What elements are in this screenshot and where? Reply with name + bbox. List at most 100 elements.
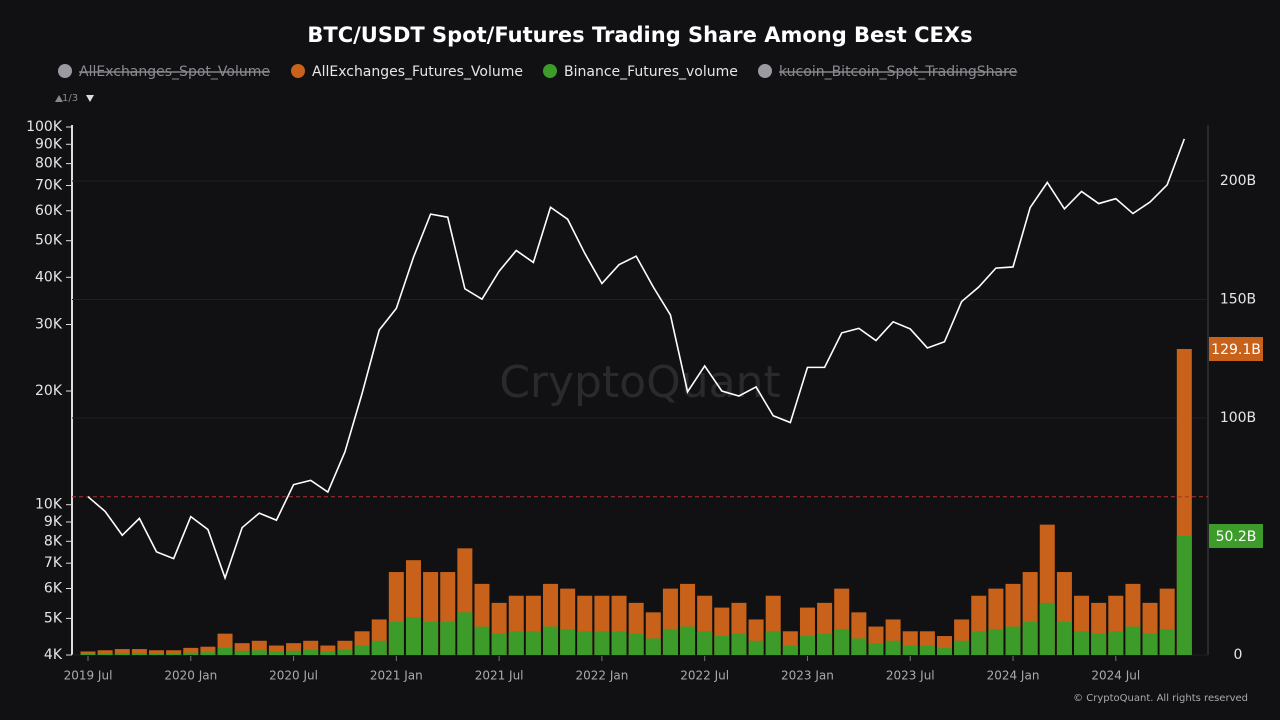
y-tick-label: 50K: [35, 233, 63, 249]
bar: [662, 628, 678, 655]
bar: [114, 649, 130, 655]
x-tick-label: 2021 Jan: [370, 669, 423, 683]
bar: [114, 653, 130, 655]
bar: [834, 628, 850, 655]
bar: [645, 638, 661, 655]
bar: [525, 631, 541, 655]
bar: [388, 621, 404, 655]
legend-label: kucoin_Bitcoin_Spot_TradingShare: [779, 64, 1017, 80]
y-tick-label: 8K: [44, 533, 63, 549]
bar: [149, 650, 165, 655]
bar: [817, 633, 833, 655]
legend-swatch: [291, 64, 305, 78]
bar: [1176, 536, 1192, 655]
bar: [457, 612, 473, 655]
legend-entry[interactable]: AllExchanges_Futures_Volume: [291, 64, 523, 80]
bar: [80, 653, 96, 655]
bar: [1091, 633, 1107, 655]
legend-label: AllExchanges_Spot_Volume: [79, 64, 270, 80]
x-tick-label: 2024 Jul: [1091, 669, 1140, 683]
bar: [131, 649, 147, 655]
chart-title: BTC/USDT Spot/Futures Trading Share Amon…: [307, 23, 972, 47]
value-label: 50.2B: [1216, 529, 1257, 545]
legend-swatch: [543, 64, 557, 78]
legend-entry[interactable]: AllExchanges_Spot_Volume: [58, 64, 270, 80]
x-tick-label: 2021 Jul: [475, 669, 524, 683]
bar: [200, 652, 216, 655]
legend-label: AllExchanges_Futures_Volume: [312, 64, 523, 80]
bar: [1022, 621, 1038, 655]
value-label: 129.1B: [1211, 342, 1261, 358]
bar: [1039, 602, 1055, 655]
bar: [303, 649, 319, 655]
footer: © CryptoQuant. All rights reserved: [1073, 693, 1248, 704]
bar: [1159, 628, 1175, 655]
bar: [371, 640, 387, 655]
bar: [954, 640, 970, 655]
bar: [1056, 621, 1072, 655]
bar: [474, 626, 490, 655]
legend-entry[interactable]: Binance_Futures_volume: [543, 64, 738, 80]
bar: [1142, 633, 1158, 655]
legend-entry[interactable]: kucoin_Bitcoin_Spot_TradingShare: [758, 64, 1017, 80]
y2-tick-label: 0: [1234, 647, 1243, 663]
y-tick-label: 40K: [35, 269, 63, 285]
bar: [166, 653, 182, 655]
bar: [851, 638, 867, 655]
bar: [491, 633, 507, 655]
bar: [1005, 626, 1021, 655]
bar: [423, 621, 439, 655]
bar: [508, 631, 524, 655]
bar: [268, 645, 284, 655]
y-tick-label: 9K: [44, 514, 63, 530]
y-tick-label: 6K: [44, 580, 63, 596]
y-tick-label: 80K: [35, 156, 63, 172]
y2-tick-label: 200B: [1220, 173, 1256, 189]
y-tick-label: 100K: [26, 119, 63, 135]
x-tick-label: 2023 Jul: [886, 669, 935, 683]
bar: [782, 645, 798, 655]
bar: [543, 626, 559, 655]
value-label-box: [1209, 524, 1263, 549]
bar: [200, 646, 216, 655]
bar: [286, 650, 302, 655]
bar: [937, 647, 952, 655]
bar: [560, 628, 576, 655]
bar: [611, 631, 627, 655]
bar: [971, 631, 987, 655]
y-tick-label: 60K: [35, 203, 63, 219]
bar: [97, 653, 113, 655]
bar: [234, 650, 250, 655]
y-tick-label: 10K: [35, 497, 63, 513]
value-label-box: [1209, 336, 1263, 361]
bar: [268, 651, 284, 655]
legend-swatch: [758, 64, 772, 78]
bar: [680, 626, 696, 655]
bar: [286, 643, 302, 655]
bar: [868, 643, 884, 655]
bar: [97, 650, 113, 655]
bar: [149, 653, 165, 655]
x-tick-label: 2024 Jan: [987, 669, 1040, 683]
y-tick-label: 20K: [35, 383, 63, 399]
x-tick-label: 2022 Jan: [575, 669, 628, 683]
legend-prev[interactable]: [55, 95, 63, 102]
bar: [697, 631, 713, 655]
bar: [183, 652, 199, 655]
bar: [731, 633, 747, 655]
bar: [251, 650, 267, 655]
y-tick-label: 7K: [44, 555, 63, 571]
y-tick-label: 70K: [35, 178, 63, 194]
bar: [1074, 631, 1090, 655]
y-tick-label: 90K: [35, 136, 63, 152]
bar: [1108, 631, 1124, 655]
y-tick-label: 4K: [44, 647, 63, 663]
bar: [577, 631, 593, 655]
y-tick-label: 5K: [44, 610, 63, 626]
legend-next[interactable]: [86, 95, 94, 102]
y-tick-label: 30K: [35, 316, 63, 332]
bar: [919, 645, 935, 655]
x-tick-label: 2020 Jul: [269, 669, 318, 683]
bar: [337, 649, 353, 655]
